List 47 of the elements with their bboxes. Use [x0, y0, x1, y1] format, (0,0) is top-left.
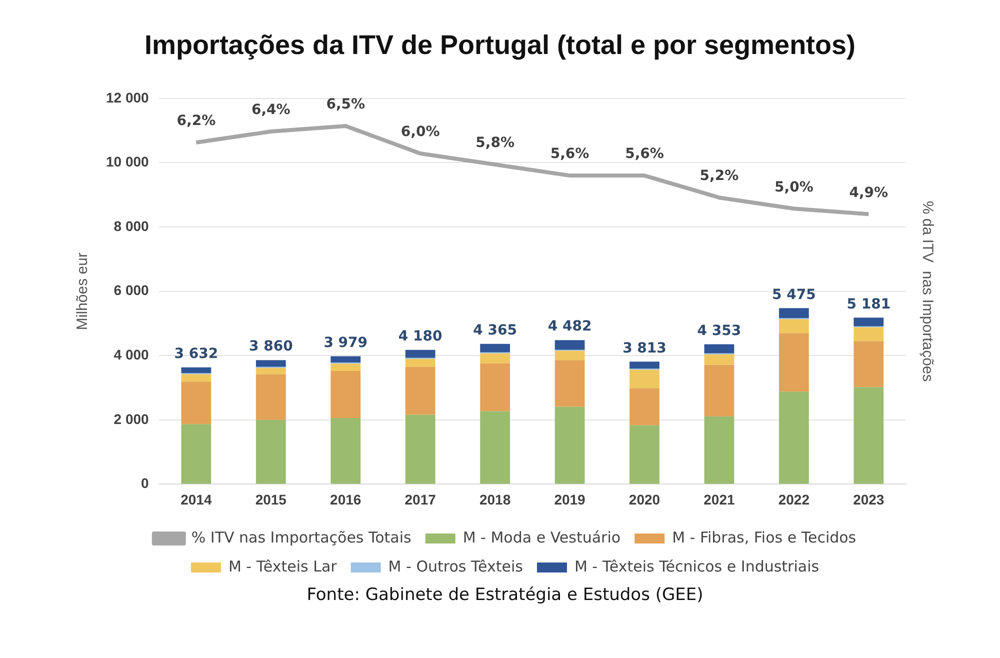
- total-label: 3 860: [248, 338, 294, 355]
- legend-label: M - Fibras, Fios e Tecidos: [672, 528, 856, 546]
- data-label: 6,4%: [251, 102, 290, 118]
- x-tick-label: 2020: [628, 491, 660, 508]
- data-label: 6,2%: [176, 113, 216, 130]
- source-note: Fonte: Gabinete de Estratégia e Estudos (GEE): [306, 585, 704, 605]
- data-label: 4,9%: [849, 184, 888, 201]
- x-tick-label: 2022: [778, 491, 810, 508]
- legend-label: M - Outros Têxteis: [388, 557, 524, 576]
- data-label: 5,8%: [476, 135, 514, 152]
- x-tick-label: 2015: [255, 491, 287, 508]
- total-label: 4 365: [473, 322, 517, 339]
- x-tick-label: 2018: [479, 491, 511, 508]
- y-tick-label: 2 000: [114, 410, 150, 427]
- legend-label: M - Moda e Vestuário: [462, 528, 621, 546]
- y-tick-label: 4 000: [114, 346, 150, 362]
- data-label: 5,2%: [700, 168, 739, 184]
- y-tick-label: 12 000: [106, 89, 150, 106]
- x-tick-label: 2017: [404, 491, 436, 508]
- data-label: 5,6%: [550, 146, 590, 162]
- x-tick-label: 2023: [853, 491, 884, 508]
- y-tick-label: 6 000: [114, 282, 150, 298]
- x-tick-label: 2021: [704, 491, 735, 508]
- chart-title: Importações da ITV de Portugal (total e por segmentos): [143, 30, 857, 61]
- x-tick-label: 2019: [554, 491, 586, 508]
- y-axis-title: Milhões eur: [74, 252, 92, 330]
- data-label: 6,0%: [400, 124, 440, 140]
- total-label: 4 482: [548, 318, 592, 335]
- y-tick-label: 8 000: [114, 218, 150, 234]
- total-label: 4 180: [398, 328, 443, 344]
- total-label: 3 813: [622, 340, 666, 356]
- legend-label: % ITV nas Importações Totais: [191, 528, 412, 546]
- legend-label: M - Têxteis Técnicos e Industriais: [574, 557, 820, 576]
- total-label: 5 475: [772, 286, 816, 303]
- total-label: 3 632: [174, 346, 218, 362]
- total-label: 4 353: [697, 322, 742, 339]
- y-tick-label: 10 000: [106, 154, 150, 170]
- total-label: 5 181: [846, 296, 891, 312]
- y2-axis-title: % da ITV nas Importações: [918, 200, 936, 382]
- legend-label: M - Têxteis Lar: [228, 557, 338, 576]
- data-label: 5,0%: [774, 179, 814, 196]
- x-tick-label: 2016: [330, 491, 362, 508]
- y-tick-label: 0: [141, 475, 150, 492]
- total-label: 3 979: [324, 334, 368, 351]
- data-label: 5,6%: [625, 146, 664, 162]
- data-label: 6,5%: [326, 96, 366, 113]
- x-tick-label: 2014: [180, 491, 212, 508]
